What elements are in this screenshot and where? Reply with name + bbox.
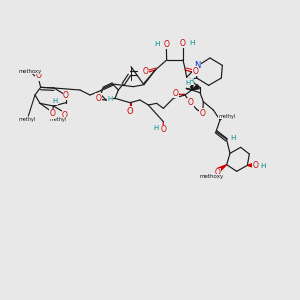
Text: H: H: [230, 135, 236, 141]
Text: H: H: [154, 41, 160, 47]
Text: H: H: [189, 78, 194, 84]
Text: H: H: [107, 96, 112, 102]
Text: O: O: [142, 67, 148, 76]
Polygon shape: [216, 165, 227, 172]
Text: O: O: [188, 98, 194, 107]
Text: O: O: [50, 110, 56, 118]
Text: O: O: [215, 168, 220, 177]
Text: O: O: [164, 40, 169, 49]
Text: methyl: methyl: [18, 118, 35, 122]
Text: O: O: [252, 161, 258, 170]
Text: H: H: [261, 163, 266, 169]
Polygon shape: [190, 83, 194, 90]
Text: O: O: [95, 94, 101, 103]
Text: O: O: [173, 89, 178, 98]
Text: O: O: [180, 39, 186, 48]
Text: O: O: [62, 110, 68, 119]
Text: methoxy: methoxy: [200, 174, 224, 179]
Text: methoxy: methoxy: [19, 69, 42, 74]
Text: O: O: [200, 109, 206, 118]
Text: O: O: [192, 67, 198, 76]
Text: methyl: methyl: [218, 114, 235, 119]
Text: N: N: [194, 61, 200, 70]
Text: H: H: [153, 125, 159, 131]
Text: H: H: [186, 80, 191, 86]
Text: O: O: [36, 71, 42, 80]
Text: O: O: [63, 91, 69, 100]
Text: H: H: [52, 98, 57, 104]
Polygon shape: [247, 163, 254, 167]
Polygon shape: [192, 85, 199, 90]
Text: H: H: [189, 40, 194, 46]
Text: methyl: methyl: [50, 118, 67, 122]
Text: O: O: [160, 125, 166, 134]
Text: O: O: [127, 106, 133, 116]
